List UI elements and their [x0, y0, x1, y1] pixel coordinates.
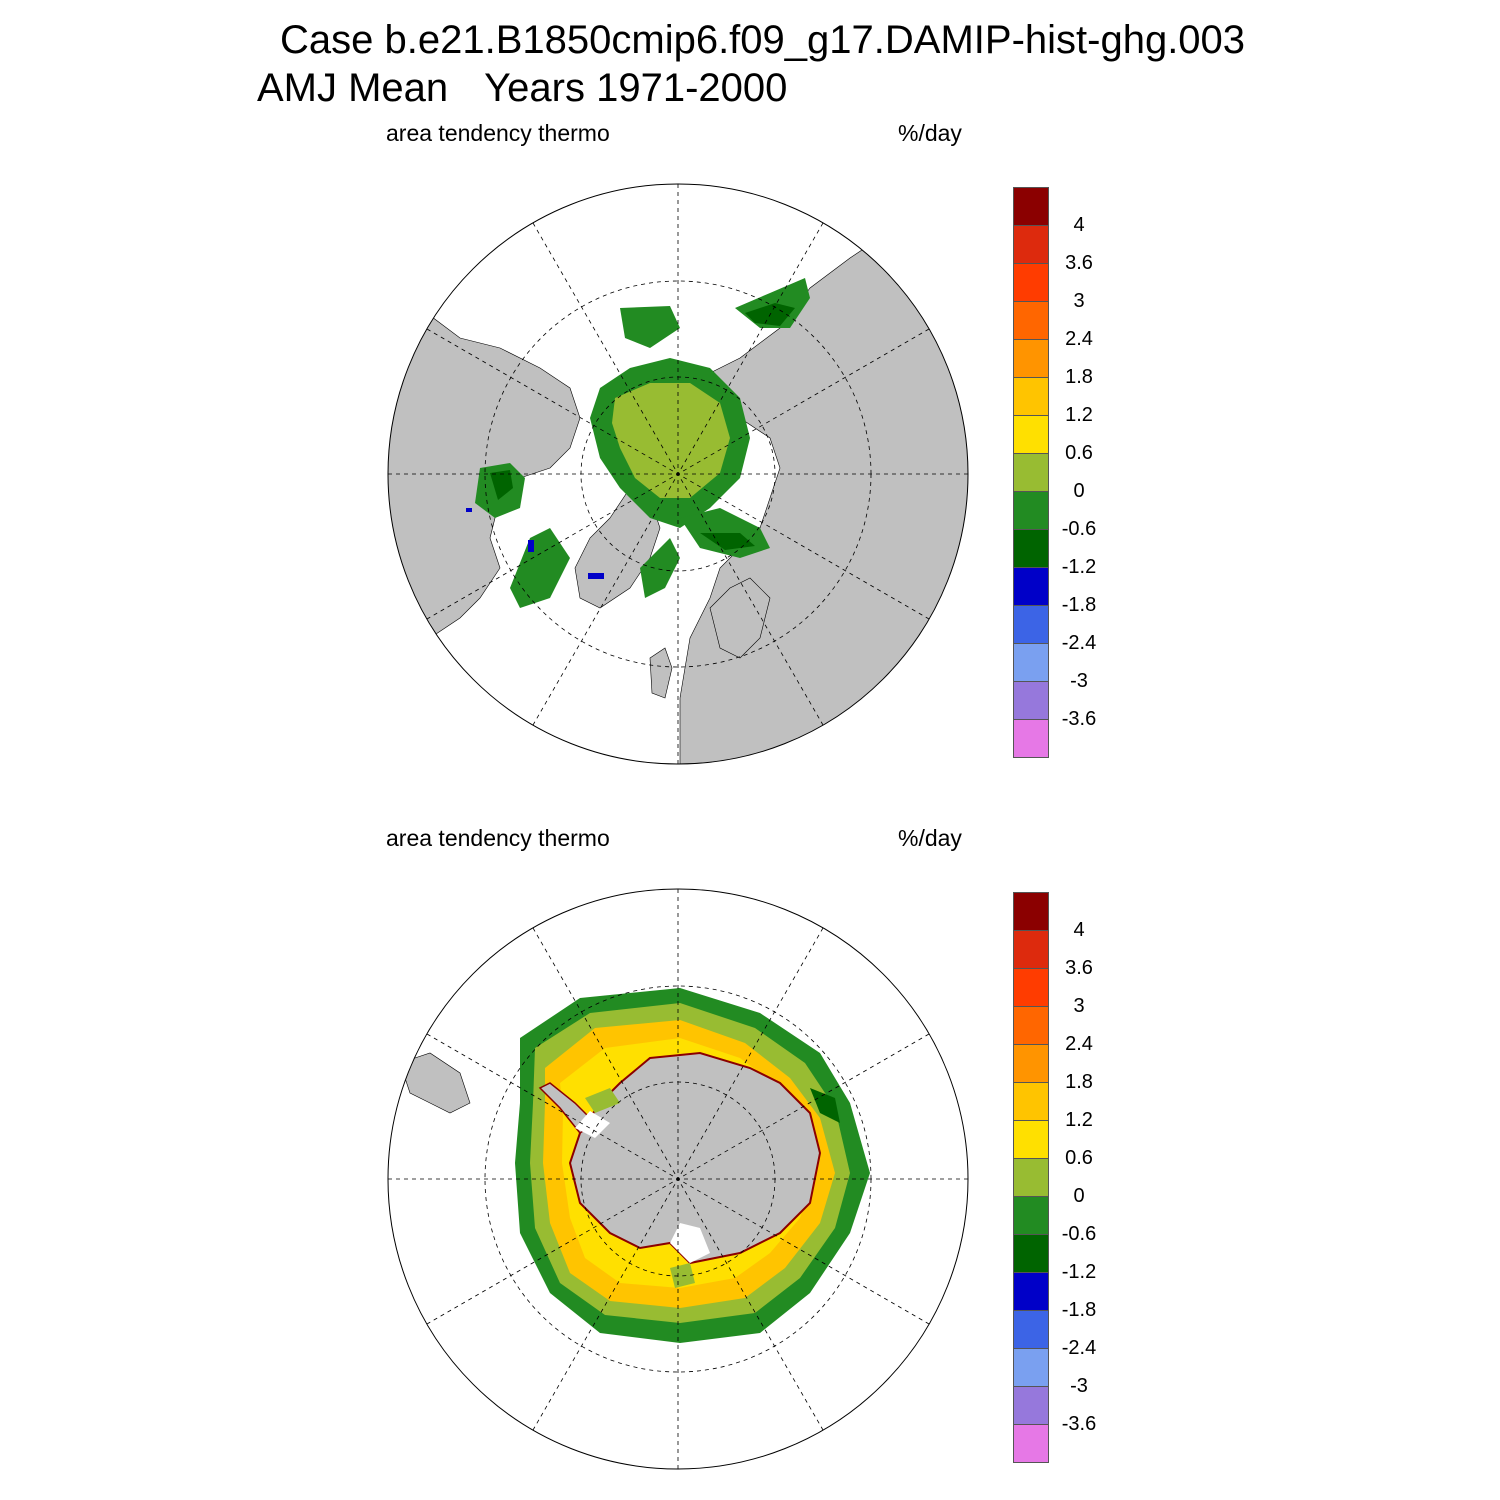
- colorbar-tick-label: -3: [1070, 1375, 1088, 1397]
- colorbar-swatch: [1013, 1158, 1049, 1196]
- ice-blue-patch-3: [466, 508, 472, 512]
- colorbar-swatch: [1013, 1272, 1049, 1310]
- colorbar-tick-label: 1.2: [1065, 1109, 1093, 1131]
- south-polar-map: [387, 888, 969, 1470]
- years-label: Years 1971-2000: [484, 66, 788, 110]
- colorbar-swatch: [1013, 605, 1049, 643]
- colorbar-tick-label: 0.6: [1065, 442, 1093, 464]
- colorbar-tick-label: -2.4: [1061, 632, 1097, 654]
- panel-north-units-label: %/day: [898, 120, 962, 146]
- ice-shelf-ross: [670, 1223, 710, 1263]
- colorbar-tick-label: 3.6: [1065, 957, 1093, 979]
- colorbar-swatch: [1013, 643, 1049, 681]
- colorbar-tick-label: -1.8: [1061, 594, 1097, 616]
- colorbar-swatch: [1013, 453, 1049, 491]
- colorbar-swatch: [1013, 1120, 1049, 1158]
- land-south-america: [399, 1052, 471, 1114]
- colorbar-tick-label: 0.6: [1065, 1147, 1093, 1169]
- land-britain: [649, 647, 673, 699]
- colorbar-tick-label: -3.6: [1061, 1413, 1097, 1435]
- colorbar-tick-label: -0.6: [1061, 1223, 1097, 1245]
- colorbar-tick-label: 3.6: [1065, 252, 1093, 274]
- colorbar-swatch: [1013, 415, 1049, 453]
- ice-greenland-sea: [640, 538, 680, 598]
- colorbar-tick-label: 0: [1073, 480, 1085, 502]
- colorbar-tick-label: -1.8: [1061, 1299, 1097, 1321]
- colorbar-tick-label: -1.2: [1061, 1261, 1097, 1283]
- colorbar-tick-label: 2.4: [1065, 328, 1093, 350]
- ice-shelf-weddell: [575, 1111, 610, 1138]
- ice-arctic-core: [612, 383, 730, 498]
- colorbar-tick-label: 3: [1073, 995, 1085, 1017]
- panel-south-units-label: %/day: [898, 825, 962, 851]
- north-polar-map: [387, 183, 969, 765]
- figure-title-period: AMJ Mean Years 1971-2000: [257, 66, 787, 111]
- colorbar-tick-label: -1.2: [1061, 556, 1097, 578]
- colorbar-swatch: [1013, 1310, 1049, 1348]
- colorbar-swatch: [1013, 301, 1049, 339]
- ice-darkgreen-patch: [810, 1088, 840, 1123]
- colorbar-swatch: [1013, 968, 1049, 1006]
- ice-blue-patch-1: [588, 573, 604, 579]
- colorbar-swatch: [1013, 1348, 1049, 1386]
- colorbar-tick-label: 4: [1073, 214, 1085, 236]
- colorbar-swatch: [1013, 1044, 1049, 1082]
- colorbar-tick-label: 2.4: [1065, 1033, 1093, 1055]
- colorbar-swatch: [1013, 1196, 1049, 1234]
- land-scandinavia: [709, 577, 771, 659]
- colorbar-swatch: [1013, 225, 1049, 263]
- colorbar-swatch: [1013, 892, 1049, 930]
- colorbar-tick-label: -0.6: [1061, 518, 1097, 540]
- panel-south-variable-label: area tendency thermo: [386, 825, 610, 851]
- colorbar-swatch: [1013, 377, 1049, 415]
- colorbar-tick-label: -3: [1070, 670, 1088, 692]
- colorbar-swatch: [1013, 1234, 1049, 1272]
- colorbar-swatch: [1013, 529, 1049, 567]
- colorbar-tick-label: -2.4: [1061, 1337, 1097, 1359]
- colorbar-swatch: [1013, 263, 1049, 301]
- colorbar-tick-label: 3: [1073, 290, 1085, 312]
- ice-blue-patch-2: [528, 540, 534, 552]
- colorbar-swatch: [1013, 567, 1049, 605]
- panel-north-variable-label: area tendency thermo: [386, 120, 610, 146]
- colorbar-swatch: [1013, 719, 1049, 758]
- colorbar-swatch: [1013, 187, 1049, 225]
- ice-barents-dark: [700, 533, 755, 550]
- colorbar-tick-label: 0: [1073, 1185, 1085, 1207]
- colorbar-tick-label: 1.2: [1065, 404, 1093, 426]
- colorbar-swatch: [1013, 1386, 1049, 1424]
- colorbar-tick-label: 4: [1073, 919, 1085, 941]
- colorbar-swatch: [1013, 1006, 1049, 1044]
- colorbar-swatch: [1013, 1082, 1049, 1120]
- colorbar-swatch: [1013, 1424, 1049, 1463]
- colorbar-swatch: [1013, 491, 1049, 529]
- ice-bering: [620, 306, 680, 348]
- season-label: AMJ Mean: [257, 66, 449, 110]
- ice-green-patch-1: [585, 1088, 620, 1113]
- ice-labrador: [510, 528, 570, 608]
- colorbar-tick-label: -3.6: [1061, 708, 1097, 730]
- colorbar-tick-label: 1.8: [1065, 366, 1093, 388]
- ice-hudson-dark: [490, 470, 513, 500]
- colorbar-tick-label: 1.8: [1065, 1071, 1093, 1093]
- colorbar-swatch: [1013, 339, 1049, 377]
- figure-title-case: Case b.e21.B1850cmip6.f09_g17.DAMIP-hist…: [280, 18, 1246, 62]
- colorbar-swatch: [1013, 930, 1049, 968]
- colorbar-swatch: [1013, 681, 1049, 719]
